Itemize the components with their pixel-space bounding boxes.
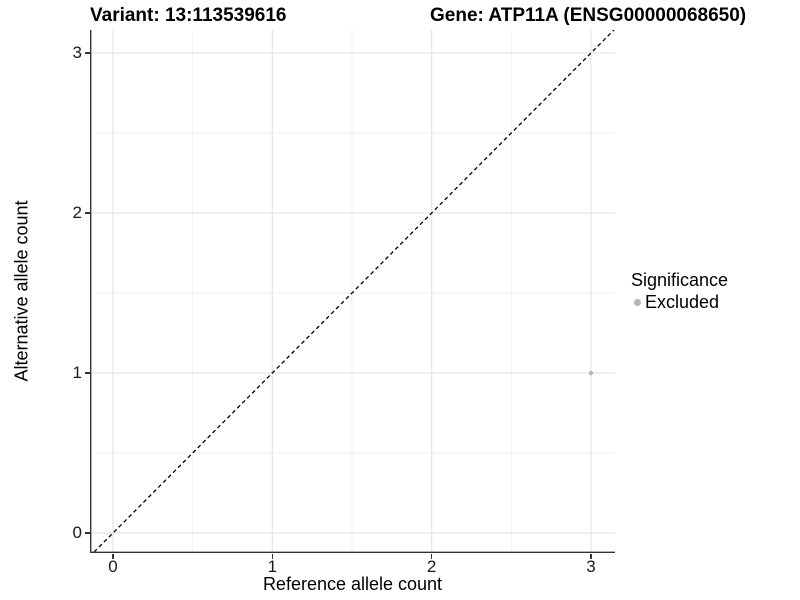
y-tick-mark: [84, 372, 90, 374]
y-tick-mark: [84, 532, 90, 534]
y-tick-label: 1: [72, 363, 82, 382]
plot-title-gene: Gene: ATP11A (ENSG00000068650): [430, 5, 747, 26]
y-tick-label: 3: [72, 43, 82, 62]
plot-panel: [90, 30, 615, 553]
y-tick-mark: [84, 52, 90, 54]
y-tick-label: 0: [72, 523, 82, 542]
legend-title: Significance: [631, 270, 729, 290]
legend: Significance Excluded: [629, 270, 728, 313]
x-tick-mark: [430, 554, 433, 559]
x-tick-mark: [590, 554, 592, 559]
x-tick-label: 1: [267, 557, 278, 576]
data-point: [588, 370, 594, 376]
plot-title-variant: Variant: 13:113539616: [90, 5, 287, 26]
y-tick-mark: [84, 212, 90, 214]
legend-point-icon: [633, 299, 641, 306]
x-tick-mark: [271, 554, 274, 559]
x-tick-mark: [112, 554, 114, 559]
legend-item-excluded: Excluded: [629, 292, 728, 313]
legend-key: [629, 295, 645, 311]
y-axis-title: Alternative allele count: [11, 200, 32, 382]
y-tick-label: 2: [72, 203, 82, 222]
x-axis-title: Reference allele count: [262, 574, 443, 594]
x-tick-label: 3: [586, 557, 596, 576]
x-tick-label: 0: [108, 557, 118, 576]
plot-canvas: [90, 30, 615, 553]
x-tick-label: 2: [426, 557, 437, 576]
legend-item-label: Excluded: [645, 292, 720, 312]
